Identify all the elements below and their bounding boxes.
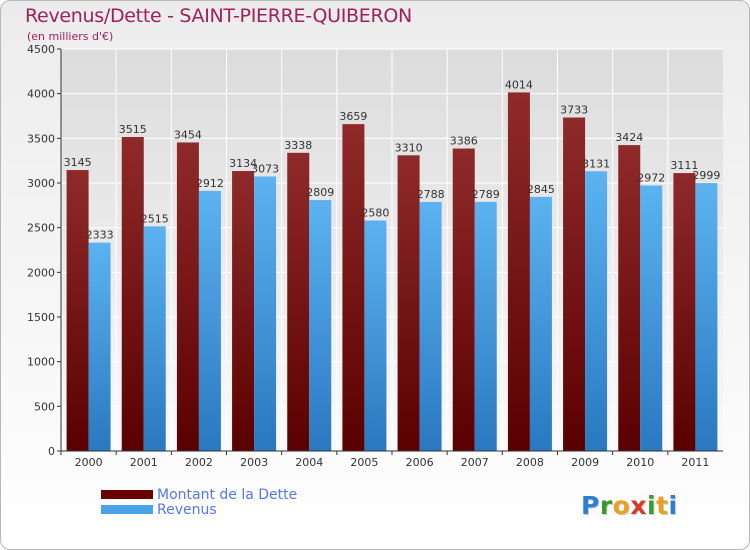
x-tick-label: 2004 bbox=[295, 456, 323, 469]
data-label: 3073 bbox=[251, 162, 279, 175]
x-tick-label: 2010 bbox=[626, 456, 654, 469]
bar-dette bbox=[232, 171, 255, 451]
proxiti-logo: Proxiti bbox=[581, 491, 678, 520]
data-label: 3515 bbox=[119, 123, 147, 136]
logo-letter: P bbox=[581, 491, 600, 520]
x-tick-label: 2001 bbox=[130, 456, 158, 469]
logo-letter: i bbox=[668, 491, 678, 520]
bar-dette bbox=[563, 117, 586, 451]
data-label: 2809 bbox=[306, 186, 334, 199]
data-label: 2580 bbox=[361, 207, 389, 220]
x-tick-label: 2008 bbox=[516, 456, 544, 469]
bar-revenus bbox=[419, 201, 442, 451]
y-tick-label: 4500 bbox=[27, 43, 55, 56]
bar-revenus bbox=[198, 190, 221, 451]
logo-letter: i bbox=[647, 491, 657, 520]
bar-revenus bbox=[640, 185, 663, 451]
data-label: 3733 bbox=[560, 104, 588, 117]
y-tick-label: 1500 bbox=[27, 311, 55, 324]
data-label: 3131 bbox=[582, 157, 610, 170]
data-label: 2788 bbox=[417, 188, 445, 201]
bar-revenus bbox=[585, 171, 608, 451]
x-tick-label: 2005 bbox=[350, 456, 378, 469]
bars bbox=[66, 92, 718, 452]
logo-letter: o bbox=[612, 491, 631, 520]
y-tick-label: 2500 bbox=[27, 222, 55, 235]
bar-revenus bbox=[364, 220, 387, 451]
bar-dette bbox=[452, 148, 475, 451]
grid-lines bbox=[61, 48, 723, 452]
bar-revenus bbox=[309, 200, 332, 451]
bar-dette bbox=[287, 152, 310, 451]
logo-letter: x bbox=[630, 491, 647, 520]
bar-revenus bbox=[474, 201, 497, 451]
y-tick-label: 4000 bbox=[27, 88, 55, 101]
x-tick-label: 2011 bbox=[681, 456, 709, 469]
data-label: 3454 bbox=[174, 128, 202, 141]
bar-revenus bbox=[143, 226, 166, 451]
data-label: 3424 bbox=[615, 131, 643, 144]
data-label: 2912 bbox=[196, 177, 224, 190]
legend-swatch-revenus bbox=[101, 505, 153, 514]
y-tick-label: 3000 bbox=[27, 177, 55, 190]
data-label: 3310 bbox=[395, 141, 423, 154]
y-tick-label: 0 bbox=[48, 445, 55, 458]
bar-dette bbox=[618, 145, 641, 451]
data-label: 2845 bbox=[527, 183, 555, 196]
bar-dette bbox=[673, 173, 696, 452]
bar-dette bbox=[342, 124, 365, 451]
y-tick-label: 3500 bbox=[27, 132, 55, 145]
axes: 0 500 1000 1500 2000 2500 3000 3500 4000 4500 2000… bbox=[27, 43, 723, 469]
x-tick-label: 2006 bbox=[406, 456, 434, 469]
logo-letter: r bbox=[599, 491, 613, 520]
bar-revenus bbox=[695, 183, 718, 451]
legend-swatch-debt bbox=[101, 490, 153, 499]
data-label: 3111 bbox=[670, 159, 698, 172]
bar-dette bbox=[176, 142, 199, 451]
bar-revenus bbox=[529, 196, 552, 451]
chart-subtitle: (en milliers d'€) bbox=[27, 30, 114, 43]
bar-revenus bbox=[254, 176, 277, 451]
bar-revenus bbox=[88, 242, 111, 451]
y-tick-label: 2000 bbox=[27, 266, 55, 279]
data-label: 2789 bbox=[472, 188, 500, 201]
bar-dette bbox=[121, 136, 144, 451]
chart-title: Revenus/Dette - SAINT-PIERRE-QUIBERON bbox=[25, 5, 412, 27]
logo-letter: t bbox=[656, 491, 669, 520]
data-label: 3338 bbox=[284, 139, 312, 152]
bar-dette bbox=[507, 92, 530, 451]
data-label: 4014 bbox=[505, 78, 533, 91]
legend-label-debt: Montant de la Dette bbox=[157, 487, 298, 503]
data-label: 3145 bbox=[64, 156, 92, 169]
x-tick-label: 2003 bbox=[240, 456, 268, 469]
data-label: 3659 bbox=[339, 110, 367, 123]
data-label: 3386 bbox=[450, 135, 478, 148]
bar-dette bbox=[66, 170, 89, 451]
bar-dette bbox=[397, 155, 420, 451]
legend-label-revenus: Revenus bbox=[157, 502, 217, 518]
x-tick-label: 2002 bbox=[185, 456, 213, 469]
data-label: 3134 bbox=[229, 157, 257, 170]
data-label: 2972 bbox=[637, 172, 665, 185]
y-tick-label: 1000 bbox=[27, 356, 55, 369]
x-tick-label: 2000 bbox=[75, 456, 103, 469]
x-tick-label: 2007 bbox=[461, 456, 489, 469]
x-tick-label: 2009 bbox=[571, 456, 599, 469]
y-tick-label: 500 bbox=[34, 400, 55, 413]
data-label: 2515 bbox=[141, 212, 169, 225]
data-label: 2333 bbox=[86, 229, 114, 242]
data-label: 2999 bbox=[692, 169, 720, 182]
